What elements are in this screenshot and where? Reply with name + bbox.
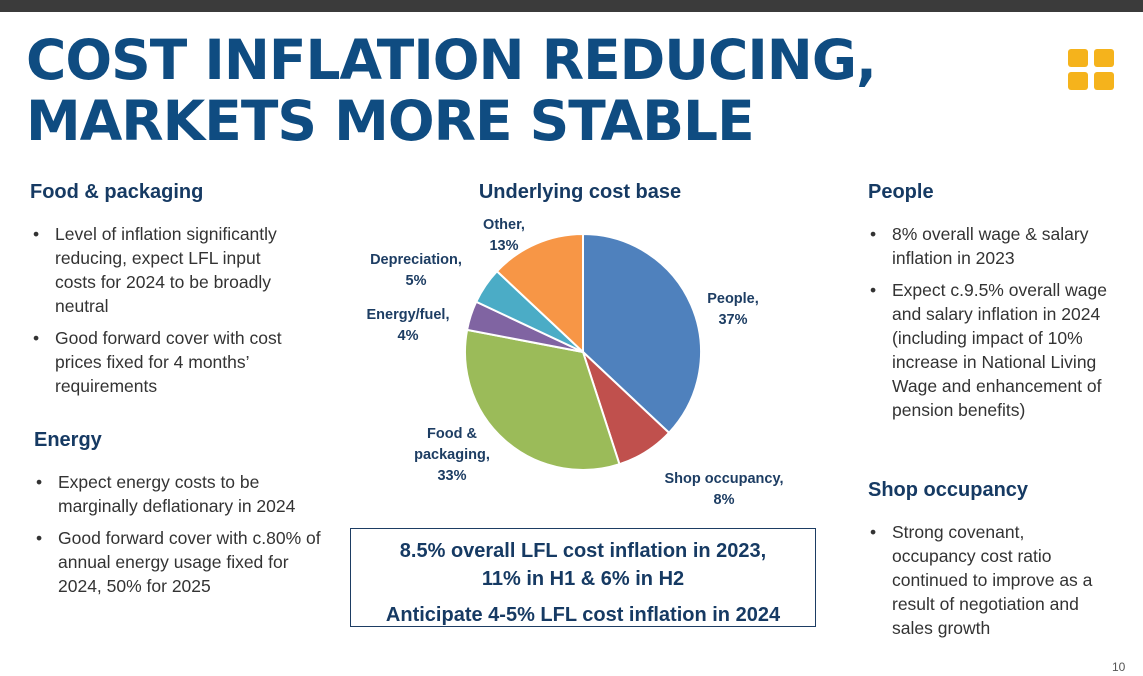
- people-bullet-2: Expect c.9.5% overall wage and salary in…: [868, 278, 1118, 422]
- energy-heading: Energy: [34, 429, 102, 451]
- title-line-2: MARKETS MORE STABLE: [26, 89, 755, 153]
- pie-label-people: People, 37%: [707, 291, 759, 328]
- pie-label-other: Other, 13%: [483, 217, 525, 254]
- energy-list: Expect energy costs to be marginally def…: [34, 470, 334, 606]
- food-packaging-bullet-2: Good forward cover with cost prices fixe…: [31, 326, 301, 398]
- chart-title: Underlying cost base: [478, 181, 682, 203]
- pie-label-depreciation: Depreciation, 5%: [370, 252, 462, 289]
- shop-occupancy-bullet-1: Strong covenant, occupancy cost ratio co…: [868, 520, 1108, 640]
- summary-line-1: 8.5% overall LFL cost inflation in 2023,: [399, 540, 767, 562]
- four-squares-logo-icon: [1068, 49, 1116, 91]
- pie-label-food-packaging: Food & packaging, 33%: [414, 426, 490, 484]
- people-heading: People: [868, 181, 934, 203]
- shop-occupancy-list: Strong covenant, occupancy cost ratio co…: [868, 520, 1108, 648]
- summary-line-2: 11% in H1 & 6% in H2: [481, 568, 685, 590]
- energy-bullet-1: Expect energy costs to be marginally def…: [34, 470, 334, 518]
- shop-occupancy-heading: Shop occupancy: [868, 479, 1029, 501]
- top-bar: [0, 0, 1143, 12]
- food-packaging-list: Level of inflation significantly reducin…: [31, 222, 301, 406]
- pie-label-energy-fuel: Energy/fuel, 4%: [367, 307, 450, 344]
- energy-bullet-2: Good forward cover with c.80% of annual …: [34, 526, 334, 598]
- people-bullet-1: 8% overall wage & salary inflation in 20…: [868, 222, 1118, 270]
- summary-box: 8.5% overall LFL cost inflation in 2023,…: [350, 528, 816, 627]
- people-list: 8% overall wage & salary inflation in 20…: [868, 222, 1118, 430]
- title-line-1: COST INFLATION REDUCING,: [26, 28, 877, 92]
- pie-slice-other: [495, 232, 584, 355]
- page-title: COST INFLATION REDUCING, MARKETS MORE ST…: [26, 28, 877, 153]
- food-packaging-heading: Food & packaging: [30, 181, 204, 203]
- food-packaging-bullet-1: Level of inflation significantly reducin…: [31, 222, 301, 318]
- page-number: 10: [1112, 660, 1126, 674]
- summary-line-3: Anticipate 4-5% LFL cost inflation in 20…: [385, 604, 781, 626]
- pie-label-shop-occupancy: Shop occupancy, 8%: [665, 471, 784, 508]
- pie-slice-food-packaging: [464, 328, 621, 471]
- pie-slice-people: [582, 232, 703, 435]
